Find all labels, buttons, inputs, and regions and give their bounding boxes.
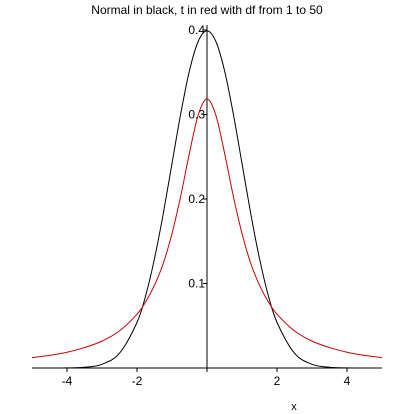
x-tick-label: -4 [62,374,73,388]
y-tick-label: 0.4 [188,23,205,37]
chart-title: Normal in black, t in red with df from 1… [91,3,323,17]
x-tick-label: -2 [132,374,143,388]
x-tick-label: 2 [274,374,281,388]
y-tick-label: 0.3 [188,108,205,122]
x-axis-label: x [291,401,297,413]
y-ticks: 0.1 0.2 0.3 0.4 [188,23,207,291]
x-ticks: -4 -2 2 4 [62,368,351,388]
x-tick-label: 4 [344,374,351,388]
series-group [31,30,383,369]
y-tick-label: 0.1 [188,277,205,291]
normal-curve [31,30,383,369]
y-tick-label: 0.2 [188,192,205,206]
t-curve [31,98,383,359]
